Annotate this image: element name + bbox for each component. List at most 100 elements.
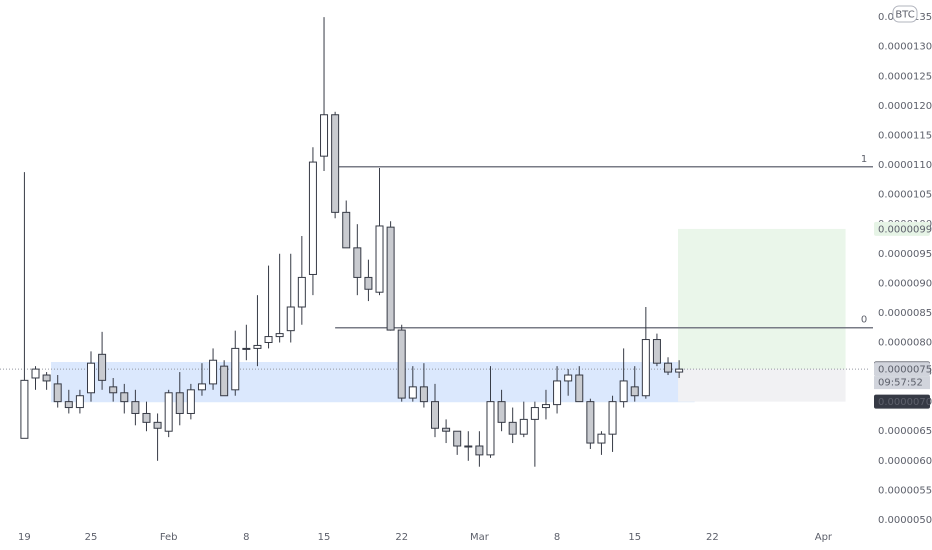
candle-body xyxy=(20,379,29,439)
zone xyxy=(678,369,846,402)
candle-body xyxy=(131,401,140,414)
x-tick-label: Feb xyxy=(160,532,178,543)
price-tag xyxy=(874,394,930,409)
candle-body xyxy=(364,276,373,290)
candle-body xyxy=(630,386,639,397)
candle-body xyxy=(386,226,395,331)
candle-body xyxy=(275,333,284,338)
candle-body xyxy=(197,383,206,391)
candle-body xyxy=(31,368,40,379)
candle-body xyxy=(231,347,240,391)
candle-body xyxy=(497,401,506,423)
candle-body xyxy=(253,344,262,349)
candle-body xyxy=(220,365,229,397)
candle-body xyxy=(375,225,384,293)
candle-body xyxy=(453,430,462,447)
candle-body xyxy=(142,412,151,423)
x-tick-label: 8 xyxy=(554,532,560,543)
x-tick-label: 15 xyxy=(318,532,331,543)
candle-body xyxy=(586,401,595,444)
candle-body xyxy=(286,306,295,332)
candle-body xyxy=(564,374,573,382)
x-tick-label: 25 xyxy=(85,532,98,543)
price-tag xyxy=(874,362,930,377)
candle-body xyxy=(419,386,428,403)
candle-body xyxy=(442,427,451,432)
candle-body xyxy=(186,389,195,414)
level-label: 1 xyxy=(861,154,867,165)
candle-body xyxy=(153,421,162,429)
candle-body xyxy=(120,392,129,403)
candle-body xyxy=(98,353,107,381)
price-tag xyxy=(874,221,930,236)
x-tick-label: 19 xyxy=(18,532,31,543)
candle-body xyxy=(75,395,84,409)
candle-body xyxy=(64,401,73,409)
price-tag-label: 0.00000992 xyxy=(878,224,932,235)
zones xyxy=(51,228,846,403)
candle-body xyxy=(331,114,340,213)
x-tick-label: 8 xyxy=(243,532,249,543)
candle-body xyxy=(53,383,62,403)
currency-label: BTC xyxy=(895,10,914,21)
zone xyxy=(678,228,846,370)
countdown-box xyxy=(874,376,930,390)
candle-body xyxy=(486,401,495,456)
candle-body xyxy=(109,386,118,394)
candle-body xyxy=(308,161,317,275)
candle-body xyxy=(297,276,306,308)
candle-body xyxy=(42,374,51,382)
countdown: 09:57:52 xyxy=(878,378,923,389)
candle-body xyxy=(652,339,661,364)
candle-body xyxy=(475,445,484,456)
price-tag-label: 0.00000755 xyxy=(878,365,932,376)
x-tick-label: Mar xyxy=(470,532,490,543)
candle-body xyxy=(320,114,329,157)
candle-body xyxy=(519,418,528,435)
candle-body xyxy=(675,368,684,373)
candle-body xyxy=(431,401,439,429)
y-tick-label: 0.00001300 xyxy=(878,42,932,53)
candle-body xyxy=(597,433,606,444)
candle-body xyxy=(641,339,650,397)
candle-body xyxy=(86,362,95,394)
candle-body xyxy=(397,329,406,399)
x-tick-label: 22 xyxy=(395,532,408,543)
candle-body xyxy=(242,347,251,350)
candle-body xyxy=(209,359,218,385)
candle-body xyxy=(575,374,584,403)
candle-body xyxy=(353,247,362,278)
candle-body xyxy=(342,211,351,249)
candle-body xyxy=(530,407,539,420)
candle-body xyxy=(464,445,473,448)
candle-body xyxy=(408,386,417,399)
candle-body xyxy=(164,392,173,432)
candle-body xyxy=(508,421,517,435)
candle-body xyxy=(553,380,562,406)
x-tick-label: Apr xyxy=(815,532,833,543)
plot: 10 xyxy=(0,17,873,467)
candle-body xyxy=(175,392,184,414)
x-tick-label: 22 xyxy=(706,532,719,543)
candle-body xyxy=(619,380,628,403)
candle-body xyxy=(541,404,550,409)
currency-badge[interactable] xyxy=(892,5,918,23)
candle-body xyxy=(264,336,273,343)
level-label: 0 xyxy=(861,315,867,326)
